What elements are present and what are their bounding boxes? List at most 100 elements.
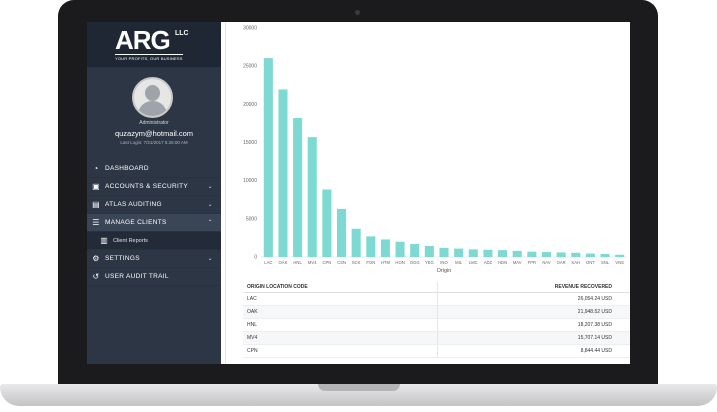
logo[interactable]: ARG LLC YOUR PROFITS, OUR BUSINESS	[87, 22, 221, 67]
chart-bar	[512, 250, 522, 257]
avatar-body-icon	[138, 101, 167, 116]
table-row[interactable]: CPN 8,844.44 USD	[243, 345, 630, 358]
chart-bar	[615, 254, 625, 257]
x-tick-label: OAK	[279, 260, 288, 265]
x-tick-label: CSN	[337, 260, 346, 265]
gear-icon: ⚙	[92, 254, 100, 263]
y-tick-label: 20000	[243, 102, 257, 108]
sidebar-item-label: ACCOUNTS & SECURITY	[105, 183, 188, 190]
sidebar-menu: ◔ DASHBOARD ▣ ACCOUNTS & SECURITY ⌄ ▤ AT…	[87, 160, 221, 286]
chart-bar	[395, 241, 405, 257]
chart-bar	[424, 245, 434, 257]
lock-icon: ▣	[92, 182, 100, 191]
camera-icon	[355, 10, 360, 15]
sidebar-item-label: DASHBOARD	[105, 165, 149, 172]
cell-origin: HNL	[243, 319, 438, 331]
x-tick-label: CPN	[322, 260, 331, 265]
sidebar-item-label: USER AUDIT TRAIL	[105, 273, 169, 280]
logo-suffix: LLC	[175, 30, 189, 37]
x-tick-label: INO	[440, 260, 448, 265]
chart-bar	[336, 208, 347, 257]
x-tick-label: LAC	[264, 260, 272, 265]
cell-revenue: 18,207.38 USD	[577, 322, 612, 328]
y-tick-label: 5000	[246, 216, 257, 222]
column-header-revenue[interactable]: REVENUE RECOVERED	[554, 284, 612, 290]
chart-bar	[541, 252, 552, 257]
sidebar-item-client-reports[interactable]: ▥ Client Reports	[87, 232, 221, 250]
chart-bar	[263, 58, 273, 258]
y-tick-label: 0	[254, 255, 257, 261]
sidebar-item-label: ATLAS AUDITING	[105, 201, 162, 208]
table-row[interactable]: HNL 18,207.38 USD	[243, 319, 630, 332]
app-screen: ARG LLC YOUR PROFITS, OUR BUSINESS Admin…	[87, 22, 630, 364]
revenue-bar-chart: 0 5000 10000 15000 20000 25000 30000 LAC OAK HNL M…	[243, 26, 627, 274]
chart-bar	[468, 249, 478, 257]
report-icon: ▥	[100, 236, 108, 245]
chart-bar	[278, 89, 288, 258]
chevron-down-icon: ⌄	[207, 202, 213, 208]
chart-bar	[571, 252, 581, 257]
chart-bar	[351, 228, 361, 257]
cell-revenue: 26,054.24 USD	[577, 296, 612, 302]
table-row[interactable]: OAK 21,948.52 USD	[243, 306, 630, 319]
sidebar-item-label: Client Reports	[113, 237, 148, 244]
x-tick-label: VNS	[615, 260, 624, 265]
x-tick-label: MAV	[513, 260, 522, 265]
cell-origin: LAC	[243, 293, 438, 305]
history-icon: ↺	[92, 272, 100, 281]
clients-icon: ☰	[92, 218, 100, 227]
x-tick-label: KAH	[571, 260, 580, 265]
chevron-down-icon: ⌄	[207, 256, 213, 262]
cell-revenue: 15,707.14 USD	[577, 335, 612, 341]
x-tick-label: HTM	[381, 260, 391, 265]
chart-bar	[556, 252, 566, 257]
last-login: Last Login: 7/21/2017 5:26:00 AM	[120, 140, 188, 145]
avatar[interactable]	[132, 77, 173, 118]
x-tick-label: LMC	[469, 260, 478, 265]
chart-bar	[380, 239, 390, 257]
table-row[interactable]: LAC 26,054.24 USD	[243, 293, 630, 306]
sidebar-item-user-audit-trail[interactable]: ↺ USER AUDIT TRAIL	[87, 268, 221, 286]
chart-bar	[527, 251, 537, 257]
sidebar-item-settings[interactable]: ⚙ SETTINGS ⌄	[87, 250, 221, 268]
chevron-down-icon: ⌄	[207, 184, 213, 190]
chart-bar	[410, 244, 420, 257]
cell-revenue: 8,844.44 USD	[580, 348, 612, 354]
chart-bar	[307, 137, 317, 257]
y-tick-label: 30000	[243, 26, 257, 32]
chart-bar	[366, 236, 376, 257]
cell-revenue: 21,948.52 USD	[577, 309, 612, 315]
chart-bar	[483, 249, 493, 257]
chart-bar	[585, 253, 595, 257]
column-header-origin[interactable]: ORIGIN LOCATION CODE	[243, 282, 438, 292]
user-email: quzazym@hotmail.com	[114, 129, 194, 138]
avatar-head-icon	[145, 85, 160, 101]
x-tick-label: OAR	[557, 260, 566, 265]
sidebar-item-label: SETTINGS	[105, 255, 140, 262]
cell-origin: OAK	[243, 306, 438, 318]
y-tick-label: 15000	[243, 140, 257, 146]
x-tick-label: SCK	[352, 260, 361, 265]
user-role: Administrator	[139, 120, 169, 126]
chart-bar	[439, 247, 449, 257]
x-axis-label: Origin	[437, 268, 452, 274]
sidebar-item-atlas-auditing[interactable]: ▤ ATLAS AUDITING ⌄	[87, 196, 221, 214]
sidebar-item-dashboard[interactable]: ◔ DASHBOARD	[87, 160, 221, 178]
sidebar: ARG LLC YOUR PROFITS, OUR BUSINESS Admin…	[87, 22, 221, 364]
y-tick-label: 25000	[243, 64, 257, 70]
sidebar-item-manage-clients[interactable]: ☰ MANAGE CLIENTS ⌃	[87, 214, 221, 232]
laptop-notch	[318, 384, 400, 391]
x-tick-label: SNL	[601, 260, 610, 265]
x-tick-label: HDN	[498, 260, 507, 265]
x-tick-label: MIL	[455, 260, 463, 265]
sidebar-item-accounts-security[interactable]: ▣ ACCOUNTS & SECURITY ⌄	[87, 178, 221, 196]
chart-bar	[600, 253, 610, 257]
chart-bar	[454, 248, 464, 257]
table-row[interactable]: MV4 15,707.14 USD	[243, 332, 630, 345]
chart-bar	[322, 189, 332, 257]
x-tick-label: HON	[395, 260, 404, 265]
cell-origin: CPN	[243, 345, 438, 357]
logo-tagline: YOUR PROFITS, OUR BUSINESS	[115, 54, 183, 61]
y-tick-label: 10000	[243, 178, 257, 184]
x-tick-label: YEG	[425, 260, 434, 265]
